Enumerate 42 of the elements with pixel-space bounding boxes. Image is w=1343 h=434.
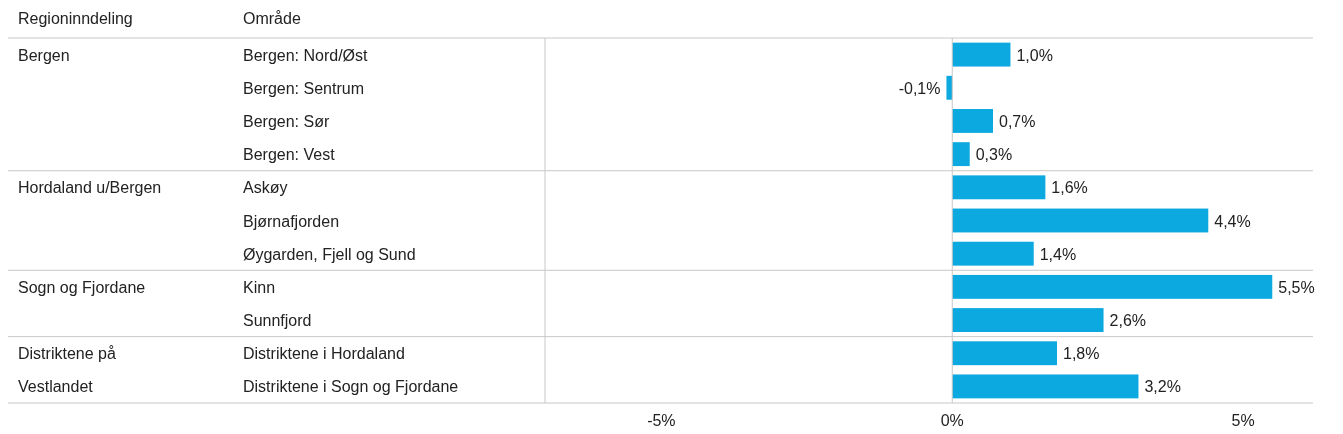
y-tick-label: Bjørnafjorden	[243, 212, 340, 230]
x-tick-label: 0%	[940, 412, 964, 429]
data-label: -0,1%	[898, 79, 941, 97]
bar	[946, 75, 953, 100]
bar	[952, 109, 993, 133]
bar	[952, 374, 1139, 399]
y-tick-label: Sunnfjord	[243, 312, 312, 330]
data-label: 0,3%	[975, 146, 1013, 164]
y-tick-label: Øygarden, Fjell og Sund	[243, 245, 416, 263]
text: Distriktene på Vestlandet	[18, 345, 116, 396]
data-label: 5,5%	[1278, 278, 1315, 296]
data-label: 2,6%	[1109, 312, 1147, 330]
bar	[952, 241, 1034, 266]
data-label: 1,8%	[1063, 345, 1100, 363]
y-tick-label: Distriktene i Sogn og Fjordane	[243, 378, 459, 396]
bar	[952, 175, 1046, 200]
y-tick-label: Bergen: Sentrum	[243, 79, 364, 97]
text: Hordaland u/Bergen	[18, 179, 162, 197]
y-tick-label: Bergen: Sør	[243, 112, 330, 130]
bar	[952, 308, 1104, 332]
text: Regioninndeling	[18, 10, 133, 27]
text: Sogn og Fjordane	[18, 278, 146, 296]
data-label: 1,6%	[1051, 179, 1088, 197]
bar	[952, 274, 1273, 299]
data-label: 4,4%	[1214, 212, 1251, 230]
y-tick-label: Distriktene i Hordaland	[243, 345, 405, 363]
data-label: 1,0%	[1016, 46, 1053, 64]
data-label: 3,2%	[1144, 378, 1181, 396]
y-axis-title: Område	[243, 10, 301, 27]
data-label: 1,4%	[1039, 245, 1077, 263]
bar	[952, 208, 1209, 233]
bar	[952, 142, 970, 167]
x-tick-label: 5%	[1231, 412, 1255, 429]
text: Bergen	[18, 46, 70, 64]
y-tick-label: Askøy	[243, 179, 288, 197]
bar	[952, 341, 1057, 366]
data-label: 0,7%	[999, 112, 1036, 130]
bar	[952, 42, 1011, 67]
x-tick-label: -5%	[647, 412, 676, 429]
y-tick-label: Bergen: Vest	[243, 146, 336, 164]
y-tick-label: Kinn	[243, 278, 276, 296]
y-tick-label: Bergen: Nord/Øst	[243, 46, 369, 64]
